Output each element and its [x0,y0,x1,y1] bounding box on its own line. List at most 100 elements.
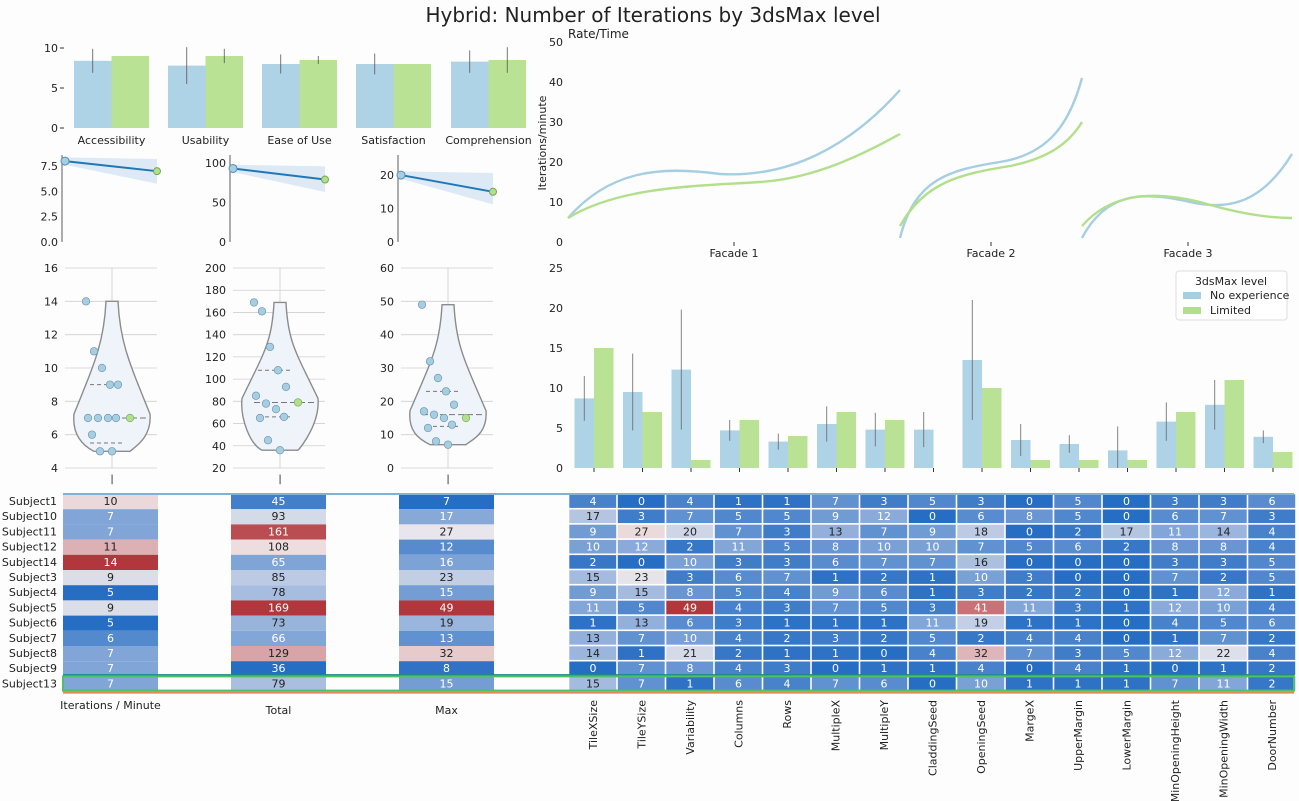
cell-value: 0 [881,647,888,660]
cell-value: 11 [732,541,746,554]
y-tick-label: 0 [219,236,226,249]
heatmap-cell [762,539,811,555]
cell-value: 1 [638,647,645,660]
heatmap-cell [1102,645,1151,661]
cell-value: 7 [638,662,645,675]
heatmap-cell [568,615,617,631]
data-point [249,298,259,307]
data-point [125,413,135,423]
data-point [293,398,303,407]
data-point [251,391,261,400]
cell-value: 3 [1026,571,1033,584]
heatmap-cell [908,539,957,555]
x-tick-label: Ease of Use [267,134,332,147]
heatmap-cell [568,569,617,585]
series-line [1080,153,1294,239]
heatmap-cell [714,645,763,661]
heatmap-cell [1102,600,1151,615]
heatmap-cell [714,569,763,585]
bar [720,430,740,468]
cell-value: 15 [440,677,454,690]
cell-value: 93 [272,510,286,523]
heatmap-cell [1102,554,1151,570]
x-tick-label: Facade 1 [709,247,758,260]
cell-value: 5 [1123,647,1130,660]
cell-value: 3 [929,601,936,614]
cell-value: 5 [784,541,791,554]
cell-value: 8 [1172,541,1179,554]
data-point [97,363,107,373]
cell-value: 19 [974,617,988,630]
heatmap-cell [908,554,957,570]
x-tick: | [446,474,449,485]
cell-value: 6 [1075,541,1082,554]
heatmap-cell [956,600,1005,615]
heatmap-cell [665,645,714,661]
heatmap-cell [762,600,811,615]
y-tick-label: 80 [212,395,226,408]
cell-value: 2 [1075,586,1082,599]
cell-value: 1 [832,571,839,584]
heatmap-cell [231,646,326,662]
bar [111,56,149,128]
heatmap-cell [1102,584,1151,600]
data-point [87,430,97,439]
heatmap-cell [1053,508,1102,524]
bar [691,460,711,468]
data-point [265,342,275,351]
column-label: Max [435,704,458,717]
cell-value: 1 [784,617,791,630]
cell-value: 4 [1269,525,1276,538]
y-tick-label: 60 [380,262,394,275]
cell-value: 8 [687,662,694,675]
heatmap-cell [762,630,811,646]
cell-value: 27 [635,525,649,538]
bar [594,348,614,468]
cell-value: 17 [440,510,454,523]
series-line [1081,194,1293,227]
cell-value: 5 [1075,510,1082,523]
cell-value: 2 [1075,525,1082,538]
violin-charts: 4 6 8 10 12 14 16 | 20 40 60 80 100 120 140 160 180 200 | 0… [44,262,493,485]
heatmap-cell [568,539,617,555]
cell-value: 7 [1026,647,1033,660]
cell-value: 1 [929,662,936,675]
cell-value: 79 [272,677,286,690]
cell-value: 4 [1269,541,1276,554]
cell-value: 0 [1123,510,1130,523]
cell-value: 22 [1217,647,1231,660]
cell-value: 9 [107,601,114,614]
heatmap-cell [617,645,666,661]
y-tick-label: 10 [44,42,58,55]
cell-value: 129 [268,647,289,660]
cell-value: 0 [1123,632,1130,645]
cell-value: 23 [440,571,454,584]
cell-value: 14 [586,647,600,660]
cell-value: 3 [1075,601,1082,614]
cell-value: 3 [978,495,985,508]
cell-value: 1 [881,617,888,630]
heatmap-cell [665,508,714,524]
heatmap-cell [1199,645,1248,661]
heatmap-cell [1150,569,1199,585]
heatmap-cell [811,569,860,585]
heatmap-cell [859,600,908,615]
cell-value: 0 [638,495,645,508]
heatmap-cell [811,584,860,600]
cell-value: 11 [1168,525,1182,538]
heatmap-cell [714,630,763,646]
heatmap-cell [956,508,1005,524]
heatmap-cell [1247,600,1296,615]
heatmap-cell [617,569,666,585]
heatmap-cell [811,524,860,539]
y-axis-label: Iterations/minute [536,95,549,190]
heatmap-cell [1247,645,1296,661]
heatmap-cell [859,645,908,661]
cell-value: 5 [107,586,114,599]
cell-value: 0 [929,510,936,523]
cell-value: 66 [272,632,286,645]
cell-value: 2 [687,541,694,554]
heatmap-cell [762,508,811,524]
bar [205,56,243,128]
